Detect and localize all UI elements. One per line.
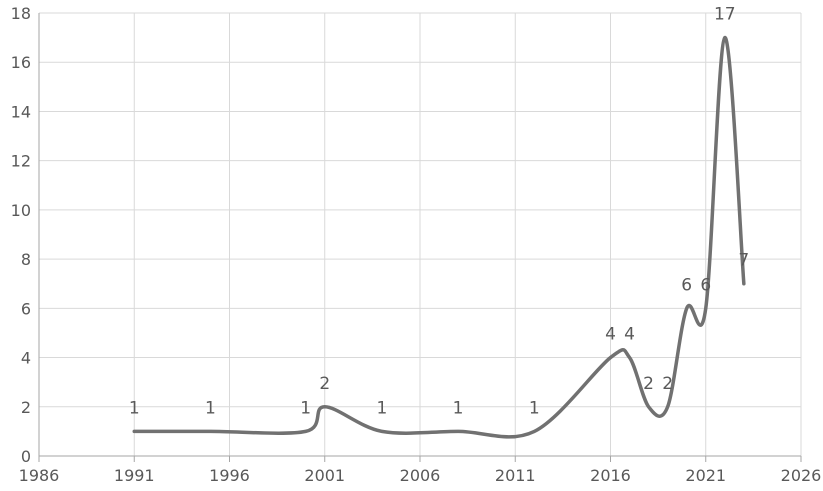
series-line	[132, 35, 746, 439]
x-tick-label: 2006	[400, 466, 441, 485]
y-tick-label: 16	[11, 53, 31, 72]
data-label: 17	[714, 5, 736, 25]
data-label: 2	[319, 374, 330, 394]
data-label: 1	[300, 398, 311, 418]
x-tick-labels: 1986 1991 1996 2001 2006 2011 2016 2021 2026	[19, 466, 822, 485]
data-label: 1	[129, 398, 140, 418]
y-tick-label: 4	[21, 349, 31, 368]
data-label: 7	[738, 251, 749, 271]
x-tick-label: 2026	[781, 466, 822, 485]
y-tick-label: 14	[11, 102, 31, 121]
axes	[38, 13, 802, 462]
data-label: 4	[624, 325, 635, 345]
x-tick-label: 2021	[685, 466, 726, 485]
x-tick-label: 2011	[495, 466, 536, 485]
x-tick-label: 2016	[590, 466, 631, 485]
data-label: 1	[205, 398, 216, 418]
y-tick-label: 2	[21, 398, 31, 417]
data-label: 4	[605, 325, 616, 345]
data-label: 1	[453, 398, 464, 418]
data-label: 1	[529, 398, 540, 418]
x-tick-label: 1991	[114, 466, 155, 485]
data-label: 6	[681, 275, 692, 295]
series-group	[132, 35, 746, 439]
y-tick-labels: 0 2 4 6 8 10 12 14 16 18	[11, 4, 31, 466]
y-tick-label: 10	[11, 201, 31, 220]
data-label: 6	[700, 275, 711, 295]
x-tick-label: 2001	[304, 466, 345, 485]
y-tick-label: 12	[11, 152, 31, 171]
y-tick-label: 6	[21, 299, 31, 318]
gridlines	[39, 12, 802, 456]
data-label: 2	[643, 374, 654, 394]
y-tick-label: 8	[21, 250, 31, 269]
y-tick-label: 0	[21, 447, 31, 466]
data-label: 1	[376, 398, 387, 418]
x-tick-label: 1986	[19, 466, 60, 485]
x-tick-label: 1996	[209, 466, 250, 485]
y-tick-label: 18	[11, 4, 31, 23]
data-label: 2	[662, 374, 673, 394]
